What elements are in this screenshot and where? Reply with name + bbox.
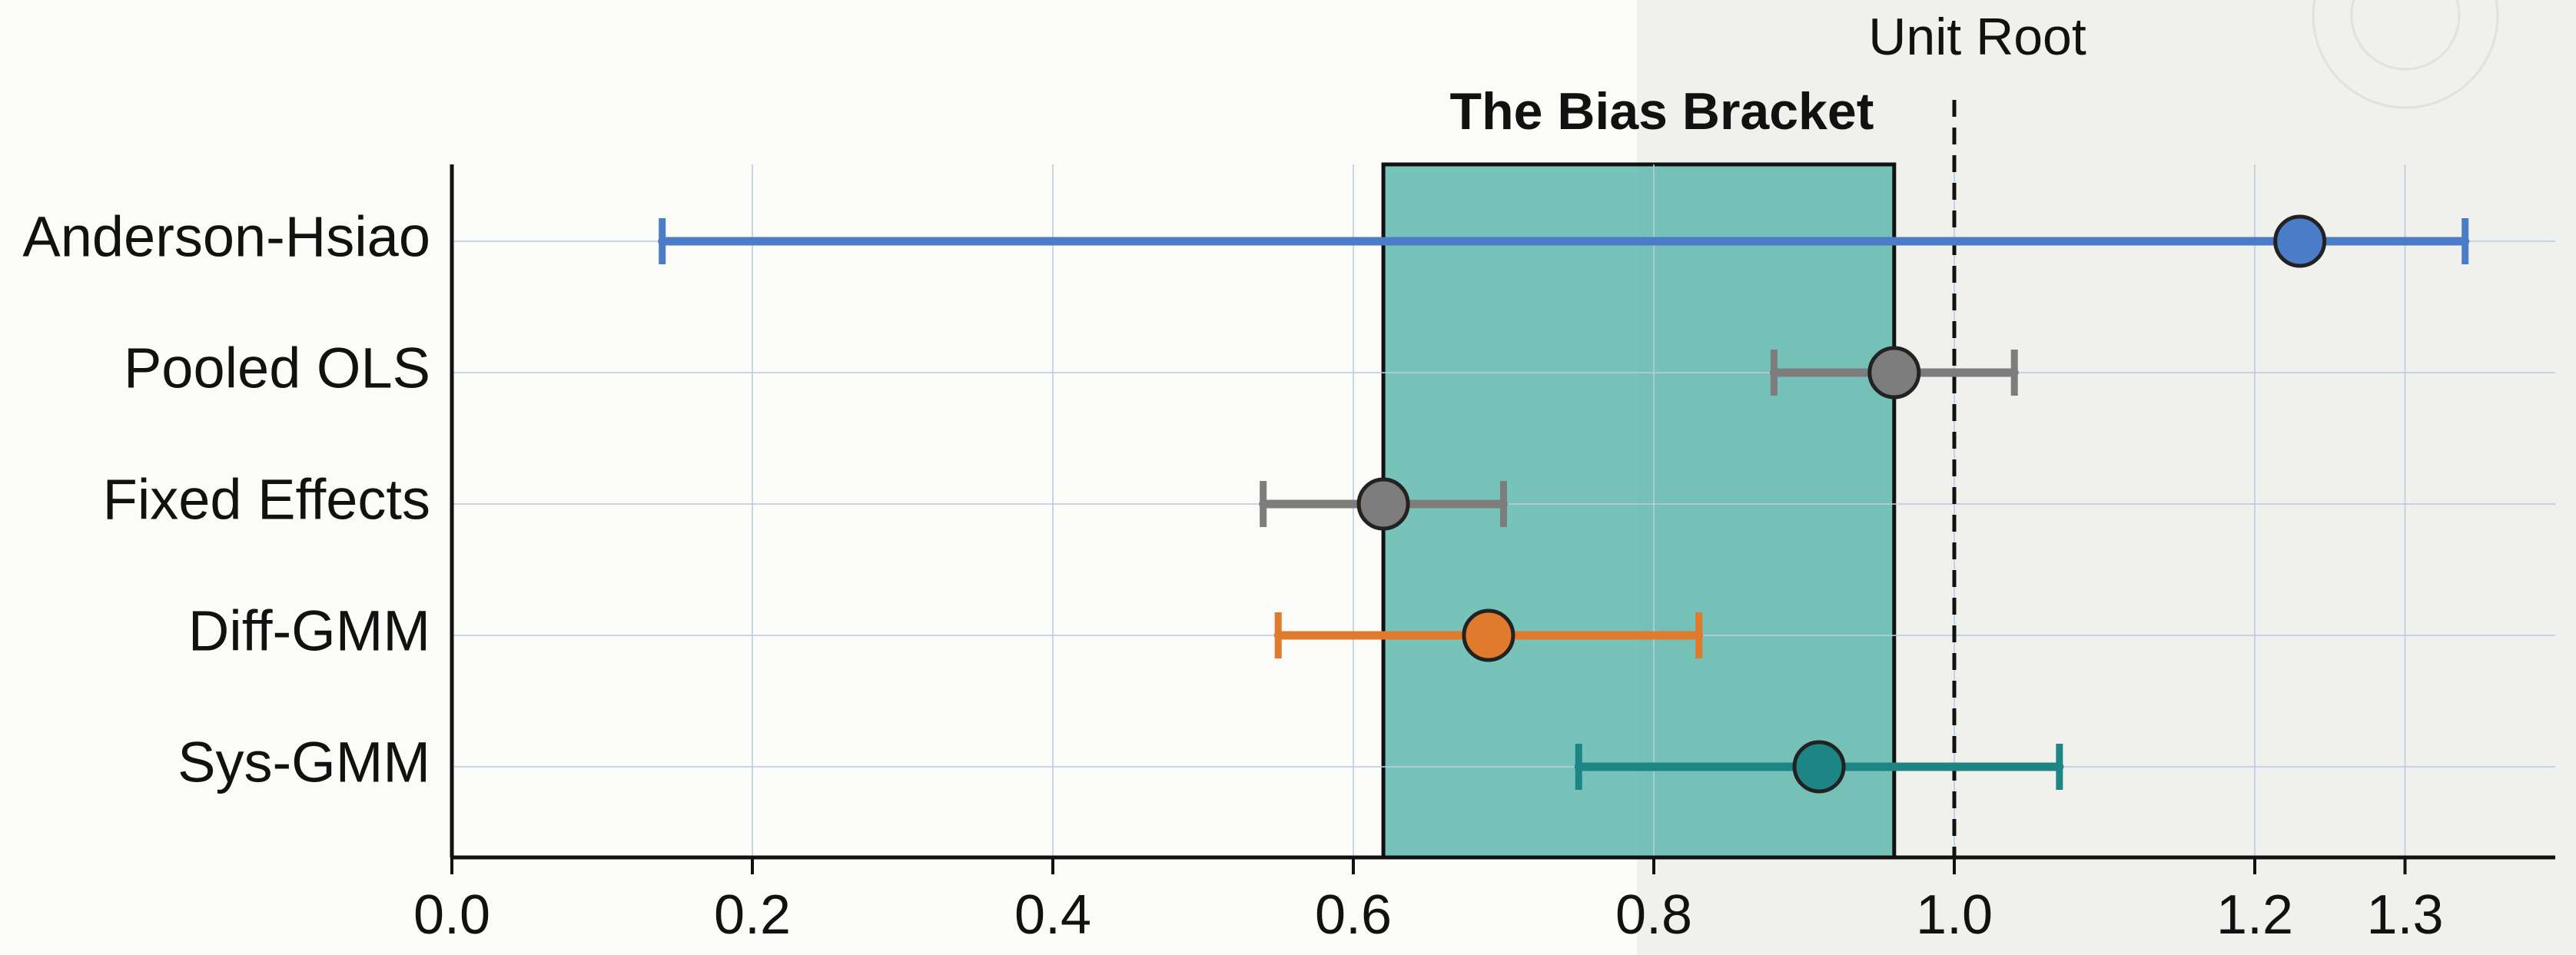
x-tick-label: 0.4: [1014, 884, 1091, 946]
reference-label: Unit Root: [1868, 8, 2086, 66]
y-tick-label: Fixed Effects: [103, 468, 430, 532]
x-tick-label: 0.0: [413, 884, 490, 946]
y-tick-label: Pooled OLS: [124, 337, 430, 400]
x-tick-label: 1.0: [1916, 884, 1993, 946]
y-tick-label: Anderson-Hsiao: [22, 205, 430, 269]
y-tick-label: Sys-GMM: [178, 731, 430, 794]
estimate-point: [2276, 217, 2325, 266]
x-tick-label: 0.2: [714, 884, 791, 946]
y-tick-label: Diff-GMM: [188, 599, 430, 663]
x-tick-label: 0.6: [1315, 884, 1392, 946]
estimate-point: [1464, 611, 1513, 660]
x-tick-label: 1.3: [2366, 884, 2443, 946]
estimate-point: [1794, 742, 1844, 791]
estimate-point: [1359, 479, 1408, 529]
x-tick-label: 1.2: [2216, 884, 2293, 946]
chart: 0.0 0.2 0.4 0.6 0.8 1.0 1.2 1.3 Unit Root The Bia…: [0, 0, 2576, 955]
estimate-point: [1870, 348, 1919, 397]
chart-title: The Bias Bracket: [1450, 82, 1874, 141]
x-tick-label: 0.8: [1615, 884, 1692, 946]
